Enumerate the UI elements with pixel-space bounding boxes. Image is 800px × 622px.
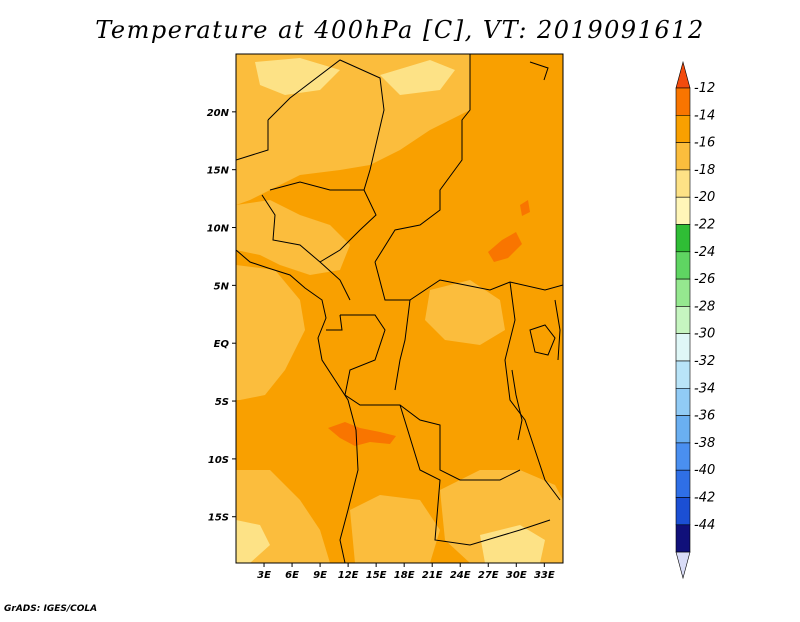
- lon-label: 3E: [257, 570, 271, 581]
- lat-label: 5N: [214, 281, 230, 292]
- light-region-west: [236, 265, 305, 400]
- lat-label: 15S: [208, 513, 229, 524]
- lon-label: 30E: [506, 570, 527, 581]
- lat-label: EQ: [214, 339, 230, 350]
- lighter-patch-north: [255, 58, 340, 95]
- lake-victoria: [529, 324, 556, 356]
- map-frame: [235, 53, 564, 564]
- border-nigeria-cameroon: [261, 194, 351, 301]
- border-sahel: [236, 120, 377, 263]
- lon-label: 9E: [313, 570, 327, 581]
- lighter-patch-south: [480, 525, 545, 563]
- lat-label: 15N: [207, 166, 230, 177]
- lon-label: 15E: [366, 570, 387, 581]
- lighter-patch-southwest: [236, 520, 270, 563]
- lon-label: 24E: [450, 570, 471, 581]
- light-region-sahel: [236, 200, 350, 275]
- light-region-central: [425, 280, 505, 345]
- lon-label: 21E: [422, 570, 443, 581]
- light-region-southcentral: [350, 495, 440, 563]
- lat-label: 10N: [207, 224, 230, 235]
- lighter-patch-northeast: [380, 60, 455, 95]
- lon-label: 18E: [394, 570, 415, 581]
- border-north-2: [374, 54, 471, 263]
- warm-patch-angola: [328, 422, 396, 446]
- lon-label: 12E: [338, 570, 359, 581]
- border-misc: [326, 299, 411, 391]
- border-southern: [399, 404, 551, 546]
- coast-east: [529, 61, 561, 361]
- lat-label: 20N: [207, 108, 230, 119]
- lat-label: 5S: [215, 397, 229, 408]
- warm-patch-northeast: [520, 200, 530, 216]
- lon-label: 27E: [478, 570, 499, 581]
- longitude-axis: 3E 6E 9E 12E 15E 18E 21E 24E 27E 30E 33E: [257, 563, 555, 581]
- map-title: Temperature at 400hPa [C], VT: 201909161…: [95, 16, 705, 44]
- coastline-west: [236, 249, 359, 563]
- lon-label: 6E: [285, 570, 299, 581]
- lake-tanganyika: [511, 369, 523, 441]
- border-congo: [340, 314, 521, 481]
- lon-label: 33E: [534, 570, 555, 581]
- warm-patch-sudan: [488, 232, 522, 262]
- temperature-field: [236, 54, 563, 563]
- border-car: [374, 261, 563, 301]
- lat-label: 10S: [208, 455, 229, 466]
- country-boundaries: [236, 54, 563, 563]
- latitude-axis: 20N 15N 10N 5N EQ 5S 10S 15S: [207, 108, 236, 524]
- border-north-1: [267, 59, 385, 191]
- grads-credit: GrADS: IGES/COLA: [4, 604, 98, 614]
- border-east: [504, 281, 561, 501]
